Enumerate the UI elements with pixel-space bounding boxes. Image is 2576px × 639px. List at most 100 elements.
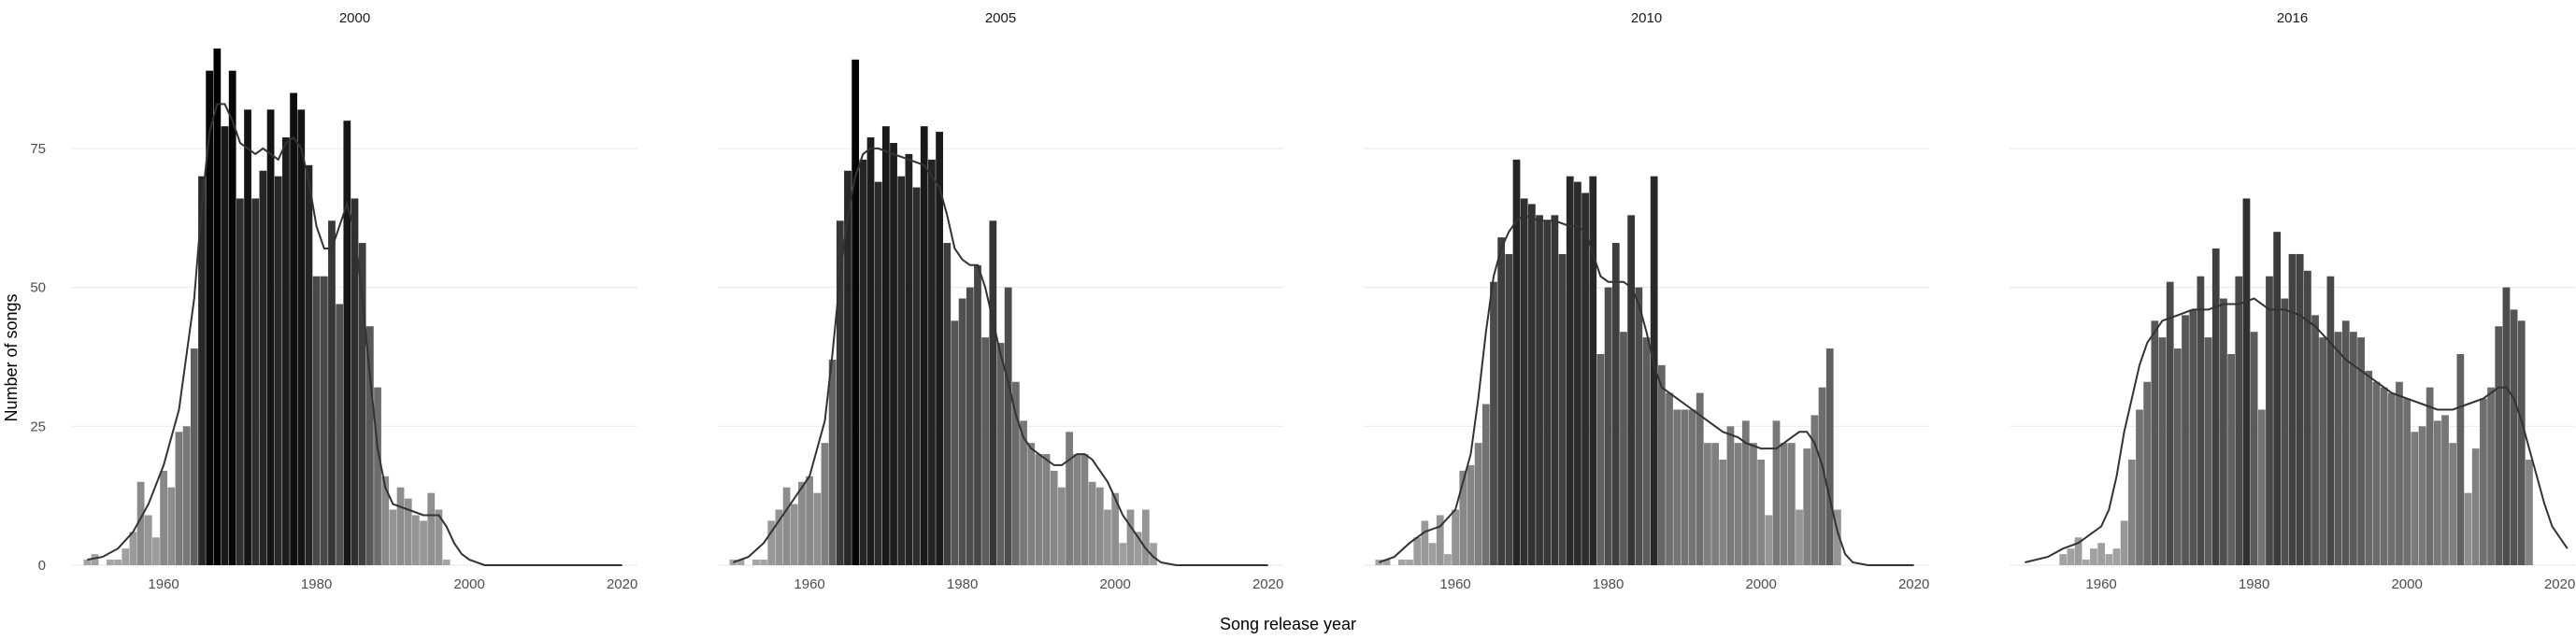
histogram-bar — [2372, 381, 2381, 565]
histogram-bar — [1505, 253, 1513, 565]
histogram-bar — [160, 470, 167, 565]
histogram-bar — [198, 176, 206, 565]
histogram-bar — [2120, 520, 2128, 565]
x-axis-title: Song release year — [1220, 615, 1356, 633]
histogram-bar — [1444, 554, 1452, 565]
y-tick-label: 25 — [30, 419, 46, 434]
histogram-bar — [1413, 537, 1422, 565]
histogram-bar — [206, 70, 214, 566]
histogram-bar — [2082, 560, 2090, 565]
histogram-bar — [420, 520, 427, 565]
histogram-bar — [1642, 337, 1651, 565]
histogram-bar — [1080, 454, 1089, 565]
histogram-bar — [2090, 548, 2097, 565]
histogram-bar — [1741, 420, 1750, 565]
histogram-bar — [175, 432, 183, 565]
y-tick-label: 75 — [30, 141, 46, 157]
histogram-bar — [343, 121, 351, 566]
x-tick-label: 2020 — [2544, 576, 2575, 592]
histogram-bar — [996, 343, 1005, 565]
histogram-bar — [958, 298, 966, 565]
histogram-bar — [1490, 281, 1497, 565]
histogram-bar — [1757, 460, 1766, 565]
histogram-bar — [1719, 460, 1727, 565]
histogram-bar — [396, 487, 405, 565]
facet-panel-2005: 2005 1960 1980 2000 2020 — [718, 10, 1283, 592]
histogram-bar — [2334, 332, 2342, 565]
histogram-bar — [1551, 215, 1559, 565]
histogram-bar — [320, 276, 328, 565]
histogram-bar — [881, 126, 890, 565]
histogram-bar — [2387, 392, 2396, 565]
histogram-bar — [737, 560, 745, 565]
histogram-bar — [1512, 159, 1521, 565]
histogram-bar — [1726, 426, 1735, 565]
histogram-bar — [1150, 543, 1157, 565]
histogram-bar — [2158, 337, 2167, 565]
histogram-bar — [1520, 198, 1528, 565]
histogram-bar — [1421, 520, 1429, 565]
x-tick-label: 2000 — [1745, 576, 1776, 592]
density-line — [2025, 297, 2569, 563]
histogram-bar — [2464, 492, 2472, 565]
facet-panel-2016: 2016 1960 1980 2000 2020 — [2010, 10, 2575, 592]
histogram-bar — [951, 320, 959, 565]
histogram-bar — [365, 326, 374, 565]
histogram-bar — [2220, 298, 2227, 565]
histogram-bar — [821, 443, 829, 565]
histogram-bar — [1066, 432, 1073, 565]
histogram-bar — [1589, 176, 1597, 565]
histogram-bar — [1543, 220, 1552, 565]
histogram-bar — [129, 532, 137, 565]
histogram-bar — [2418, 426, 2426, 565]
histogram-bar — [1536, 215, 1543, 565]
histogram-bar — [1011, 381, 1020, 565]
histogram-bar — [244, 109, 251, 565]
histogram-bar — [2471, 448, 2480, 565]
histogram-bar — [389, 509, 397, 565]
histogram-bar — [1796, 509, 1803, 565]
histogram-bar — [2311, 315, 2319, 565]
histogram-bar — [2204, 337, 2212, 565]
histogram-bar — [1650, 176, 1658, 565]
histogram-bar — [2059, 554, 2068, 565]
histogram-bar — [1581, 192, 1589, 566]
histogram-bar — [236, 198, 244, 565]
histogram-bar — [905, 153, 913, 566]
histogram-bar — [1375, 560, 1383, 565]
histogram-bar — [2143, 381, 2152, 565]
histogram-bar — [1497, 237, 1506, 565]
histogram-bar — [1765, 515, 1773, 565]
histogram-bar — [866, 137, 875, 566]
histogram-bar — [2151, 320, 2159, 565]
histogram-bar — [1772, 420, 1781, 565]
histogram-bar — [1657, 364, 1666, 565]
histogram-bar — [2227, 354, 2235, 565]
histogram-bar — [83, 560, 92, 565]
x-tick-label: 1980 — [947, 576, 978, 592]
facet-panel-2010: 2010 1960 1980 2000 2020 — [1364, 10, 1929, 592]
histogram-bar — [1111, 492, 1120, 565]
x-tick-label: 1960 — [2085, 576, 2116, 592]
histogram-bar — [1073, 454, 1081, 565]
histogram-bar — [297, 109, 306, 565]
histogram-bar — [813, 492, 822, 565]
histogram-bar — [2074, 537, 2082, 565]
histogram-bar — [435, 509, 443, 565]
histogram-bar — [1704, 443, 1711, 565]
histogram-bar — [1834, 509, 1841, 565]
histogram-bar — [1527, 204, 1536, 565]
histogram-bar — [1818, 387, 1826, 565]
histogram-bar — [790, 504, 798, 565]
histogram-bar — [1088, 481, 1096, 565]
histogram-bar — [1474, 443, 1482, 565]
histogram-bar — [1734, 443, 1742, 565]
histogram-bar — [1126, 509, 1135, 565]
histogram-bar — [1604, 287, 1612, 565]
histogram-bar — [2449, 443, 2457, 565]
histogram-bar — [1134, 532, 1142, 565]
histogram-bar — [928, 159, 936, 565]
histogram-bar — [2296, 253, 2304, 565]
